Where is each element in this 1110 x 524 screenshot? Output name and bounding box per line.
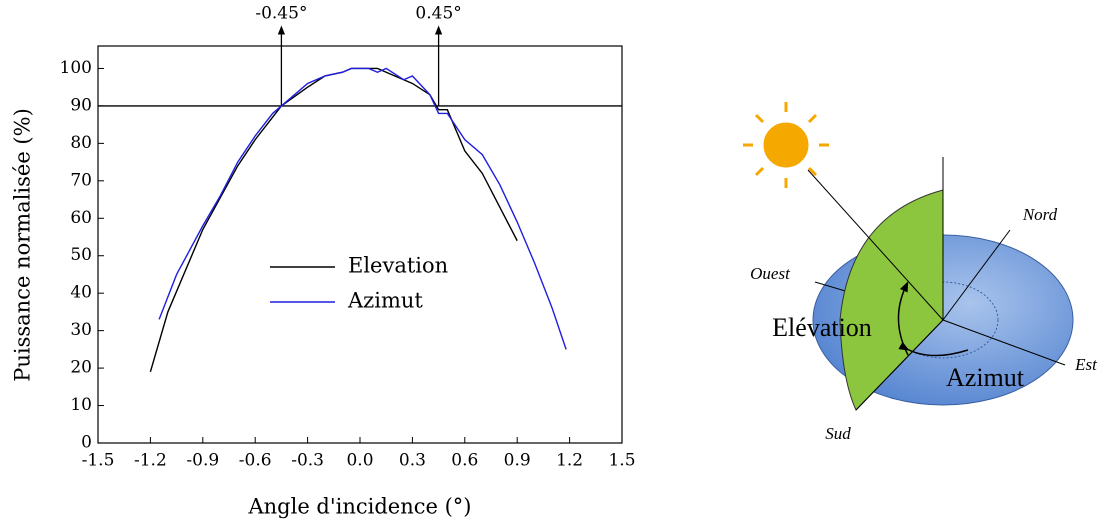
elevation-plane <box>839 189 944 411</box>
series-line <box>149 67 518 373</box>
annotation-label: -0.45° <box>255 4 307 24</box>
east-label: Est <box>1074 355 1098 374</box>
annotation-label: 0.45° <box>415 4 461 24</box>
y-tick-label: 30 <box>70 320 92 340</box>
north-label: Nord <box>1022 205 1058 224</box>
y-tick-label: 20 <box>70 358 92 378</box>
y-tick-label: 50 <box>70 245 92 265</box>
x-tick-label: 0.9 <box>504 451 531 471</box>
x-axis-label: Angle d'incidence (°) <box>247 495 471 519</box>
x-tick-label: -0.9 <box>186 451 219 471</box>
x-tick-label: 0.0 <box>346 451 373 471</box>
y-axis-label: Puissance normalisée (%) <box>11 108 35 382</box>
east-line <box>942 319 1066 366</box>
x-tick-label: -0.6 <box>239 451 272 471</box>
x-tick-label: -0.3 <box>291 451 324 471</box>
y-tick-label: 10 <box>70 395 92 415</box>
x-tick-label: 1.5 <box>608 451 635 471</box>
y-tick-label: 80 <box>70 133 92 153</box>
series-line <box>158 67 567 350</box>
y-tick-label: 100 <box>60 58 92 78</box>
azimuth-label: Azimut <box>946 363 1025 392</box>
azimuth-arrow <box>898 341 969 357</box>
y-tick-label: 90 <box>70 95 92 115</box>
south-line <box>855 319 944 411</box>
x-tick-label: 0.6 <box>451 451 478 471</box>
north-line <box>942 229 1011 321</box>
elevation-label: Elévation <box>772 313 872 342</box>
sun-diagram: Nord Ouest Est Sud Elévation Azimut <box>743 102 1098 443</box>
legend-label: Elevation <box>348 254 448 278</box>
y-tick-label: 40 <box>70 283 92 303</box>
x-tick-label: -1.5 <box>82 451 115 471</box>
legend-label: Azimut <box>347 289 423 313</box>
y-tick-label: 60 <box>70 208 92 228</box>
sun-ray <box>807 169 944 321</box>
sun <box>743 102 829 188</box>
y-tick-label: 0 <box>81 433 92 453</box>
x-tick-label: -1.2 <box>134 451 167 471</box>
x-tick-label: 0.3 <box>399 451 426 471</box>
south-label: Sud <box>825 424 851 443</box>
x-tick-label: 1.2 <box>556 451 583 471</box>
west-label: Ouest <box>750 264 791 283</box>
y-tick-label: 70 <box>70 170 92 190</box>
